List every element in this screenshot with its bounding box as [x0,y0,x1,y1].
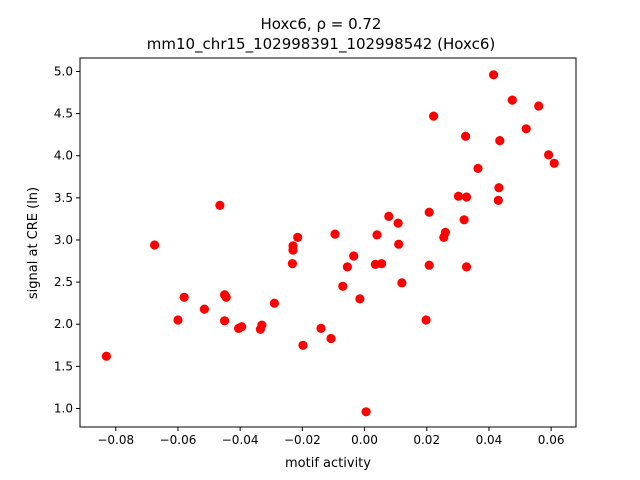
data-point [237,322,247,332]
data-point [384,211,394,221]
x-tick-label: 0.02 [413,433,440,447]
y-tick-label: 3.5 [54,191,73,205]
x-axis-label: motif activity [285,456,371,471]
plot-frame [79,57,577,428]
data-point [440,227,450,237]
x-tick-label: −0.08 [97,433,134,447]
data-point [461,192,472,202]
data-point [220,316,230,326]
data-point [287,259,297,269]
x-tick-label: 0.06 [538,433,565,447]
data-point [393,218,403,228]
data-point [221,292,231,302]
data-point [534,101,544,111]
chart-title-line2: mm10_chr15_102998391_102998542 (Hoxc6) [147,35,495,54]
x-tick-label: 0.00 [351,433,378,447]
data-point [461,262,472,272]
y-tick-label: 2.5 [54,275,73,289]
data-point [429,111,439,121]
data-point [293,232,303,242]
data-point [101,351,111,361]
data-point [288,245,298,255]
data-point [377,259,387,269]
y-tick-label: 4.5 [54,107,73,121]
data-points [101,70,559,417]
data-point [461,131,471,141]
x-tick-label: −0.02 [284,433,321,447]
x-axis-ticks: −0.08 −0.06 −0.04 −0.02 0.00 0.02 0.04 0.06 [97,427,564,447]
data-point [489,70,499,80]
data-point [421,315,431,325]
data-point [326,333,336,344]
data-point [338,281,348,291]
x-tick-label: −0.06 [160,433,197,447]
x-tick-label: −0.04 [222,433,259,447]
y-tick-label: 2.0 [54,317,73,331]
y-tick-label: 3.0 [54,233,73,247]
data-point [495,136,505,146]
data-point [372,230,382,240]
data-point [397,278,407,288]
data-point [494,183,504,193]
y-tick-label: 1.5 [54,359,73,373]
y-tick-label: 1.0 [54,401,73,415]
data-point [549,158,559,168]
y-axis-ticks: 1.0 1.5 2.0 2.5 3.0 3.5 4.0 4.5 5.0 [54,64,80,415]
data-point [493,195,503,205]
data-point [361,407,371,417]
data-point [316,323,326,333]
data-point [173,315,183,325]
y-tick-label: 5.0 [54,64,73,78]
data-point [179,292,189,302]
data-point [544,150,554,160]
data-point [394,239,404,249]
data-point [257,320,267,330]
data-point [521,124,531,134]
data-point [453,191,464,201]
data-point [199,304,209,314]
data-point [298,340,308,350]
data-point [473,163,483,173]
y-axis-label: signal at CRE (ln) [26,187,41,299]
data-point [330,229,340,239]
data-point [459,215,469,225]
data-point [342,262,352,272]
y-tick-label: 4.0 [54,149,73,163]
data-point [215,200,225,210]
data-point [355,294,365,304]
data-point [150,240,160,250]
data-point [269,298,279,308]
data-point [349,251,359,261]
chart-title-line1: Hoxc6, ρ = 0.72 [261,15,382,33]
data-point [507,95,517,105]
x-tick-label: 0.04 [476,433,503,447]
data-point [424,260,434,270]
data-point [424,207,434,217]
